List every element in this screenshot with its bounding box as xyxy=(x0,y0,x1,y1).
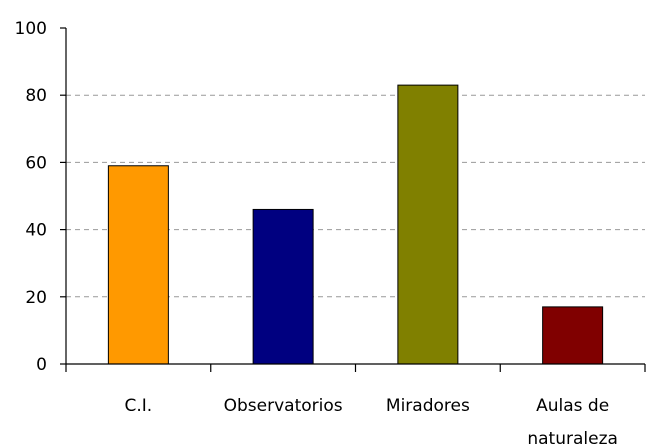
bar xyxy=(397,84,459,365)
y-axis-ticks: 0 20 40 60 80 100 xyxy=(15,19,66,375)
x-category-label: Observatorios xyxy=(224,396,343,416)
gridlines xyxy=(66,94,645,298)
bar xyxy=(107,165,169,365)
x-axis-ticks: C.I. Observatorios Miradores Aulas de natura… xyxy=(65,364,646,448)
y-tick-label: 80 xyxy=(25,86,47,106)
x-category-label: Miradores xyxy=(386,396,470,416)
bars xyxy=(107,84,604,365)
y-tick-label: 20 xyxy=(25,288,47,308)
y-tick-label: 40 xyxy=(25,221,47,241)
x-category-label: Aulas de naturaleza xyxy=(527,396,618,448)
y-tick-label: 0 xyxy=(36,355,47,375)
y-tick-label: 60 xyxy=(25,153,47,173)
bar xyxy=(542,306,604,365)
x-category-label: C.I. xyxy=(125,396,153,416)
y-tick-label: 100 xyxy=(15,19,47,39)
bar xyxy=(252,208,314,365)
